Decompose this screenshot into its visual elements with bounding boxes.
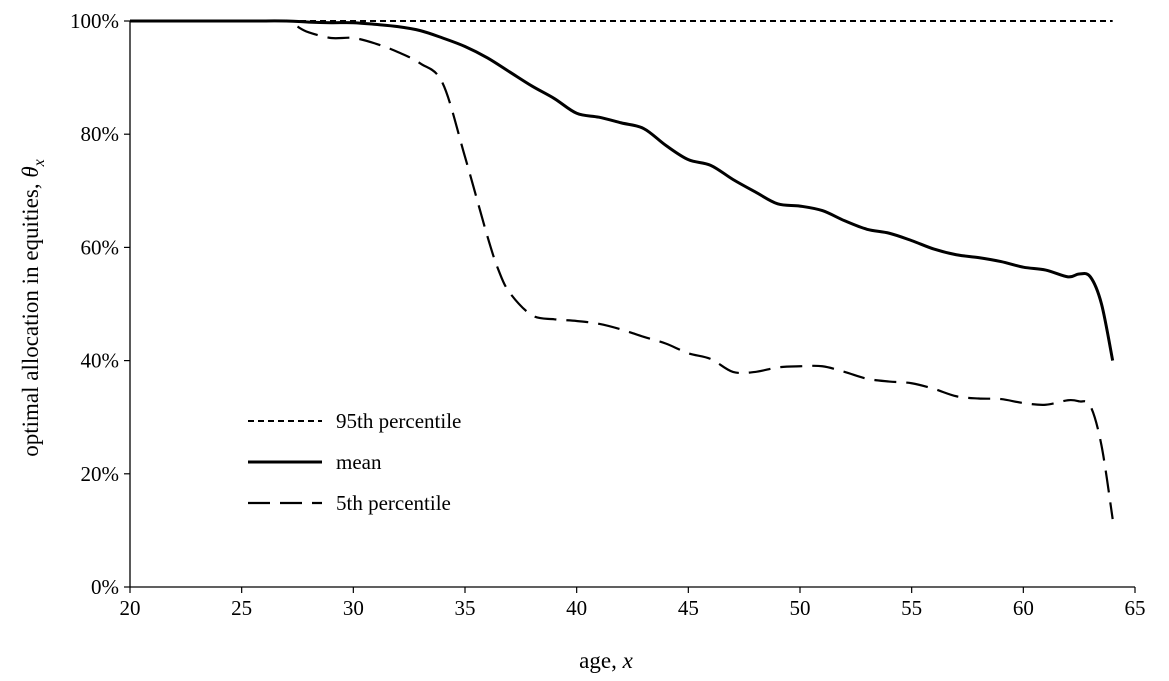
- y-tick-label: 20%: [81, 462, 120, 486]
- x-tick-label: 50: [790, 596, 811, 620]
- series-line-mean: [130, 19, 1115, 361]
- plot-lines: [130, 19, 1115, 520]
- x-tick-label: 40: [566, 596, 587, 620]
- y-tick-label: 80%: [81, 122, 120, 146]
- x-tick-label: 35: [455, 596, 476, 620]
- series-line-5th-percentile: [296, 25, 1114, 520]
- axis-ticks: [124, 20, 1136, 593]
- x-tick-label: 30: [343, 596, 364, 620]
- y-axis-title: optimal allocation in equities, θx: [18, 159, 48, 457]
- x-tick-label: 60: [1013, 596, 1034, 620]
- x-tick-label: 20: [120, 596, 141, 620]
- legend-label-5th-percentile: 5th percentile: [336, 491, 451, 515]
- legend: 95th percentile mean 5th percentile: [248, 409, 461, 515]
- legend-label-95th-percentile: 95th percentile: [336, 409, 461, 433]
- y-tick-label: 60%: [81, 235, 120, 259]
- x-tick-label: 55: [901, 596, 922, 620]
- y-tick-label: 40%: [81, 349, 120, 373]
- y-tick-label: 100%: [70, 9, 119, 33]
- y-tick-label: 0%: [91, 575, 119, 599]
- tick-labels: 20 25 30 35 40 45 50 55 60 65 0% 20% 40% 60% 80% 100%: [70, 9, 1146, 620]
- x-tick-label: 25: [231, 596, 252, 620]
- legend-label-mean: mean: [336, 450, 382, 474]
- x-axis-title: age, x: [579, 648, 633, 673]
- x-tick-label: 65: [1125, 596, 1146, 620]
- x-tick-label: 45: [678, 596, 699, 620]
- axes: [129, 21, 1135, 588]
